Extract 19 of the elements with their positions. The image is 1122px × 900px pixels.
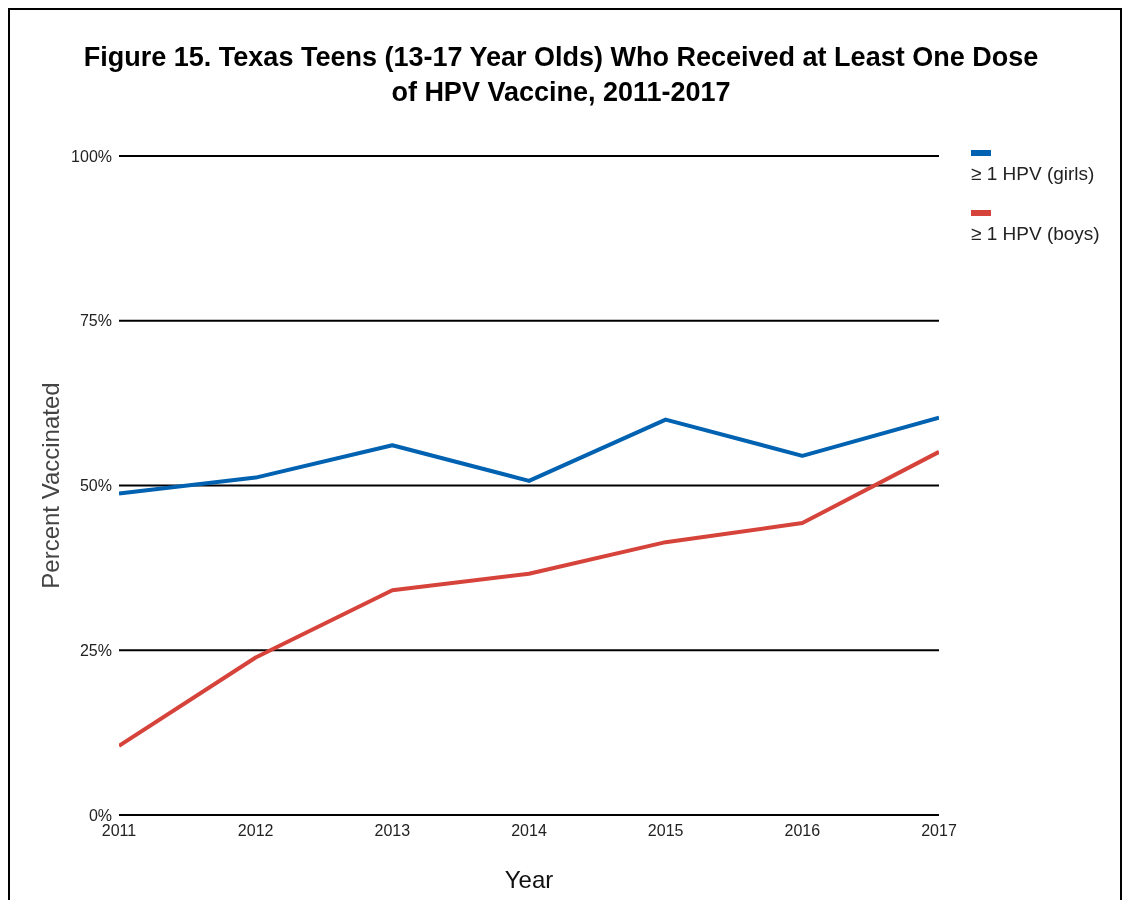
y-tick-label: 100% (71, 147, 112, 165)
legend-label: ≥ 1 HPV (girls) (971, 163, 1096, 185)
y-tick-label: 25% (79, 641, 112, 659)
x-tick-label: 2011 (101, 822, 137, 840)
y-tick-label: 0% (88, 806, 112, 824)
y-tick-label: 75% (79, 312, 112, 330)
y-axis-title: Percent Vaccinated (36, 382, 64, 589)
line-series (119, 415, 939, 496)
line-series (119, 449, 939, 748)
x-tick-label: 2013 (374, 822, 411, 840)
x-tick-label: 2016 (784, 822, 821, 840)
y-tick-label: 50% (79, 477, 112, 495)
x-axis-title: Year (504, 866, 554, 893)
x-tick-label: 2017 (921, 822, 957, 840)
legend-label: ≥ 1 HPV (boys) (971, 223, 1101, 245)
x-tick-label: 2014 (511, 822, 547, 840)
x-tick-label: 2012 (237, 822, 274, 840)
x-tick-label: 2015 (647, 822, 684, 840)
chart-title: Figure 15. Texas Teens (13-17 Year Olds) Who Received at Least One Dose of HPV Vaccine, 2011-2017 (82, 41, 1040, 109)
